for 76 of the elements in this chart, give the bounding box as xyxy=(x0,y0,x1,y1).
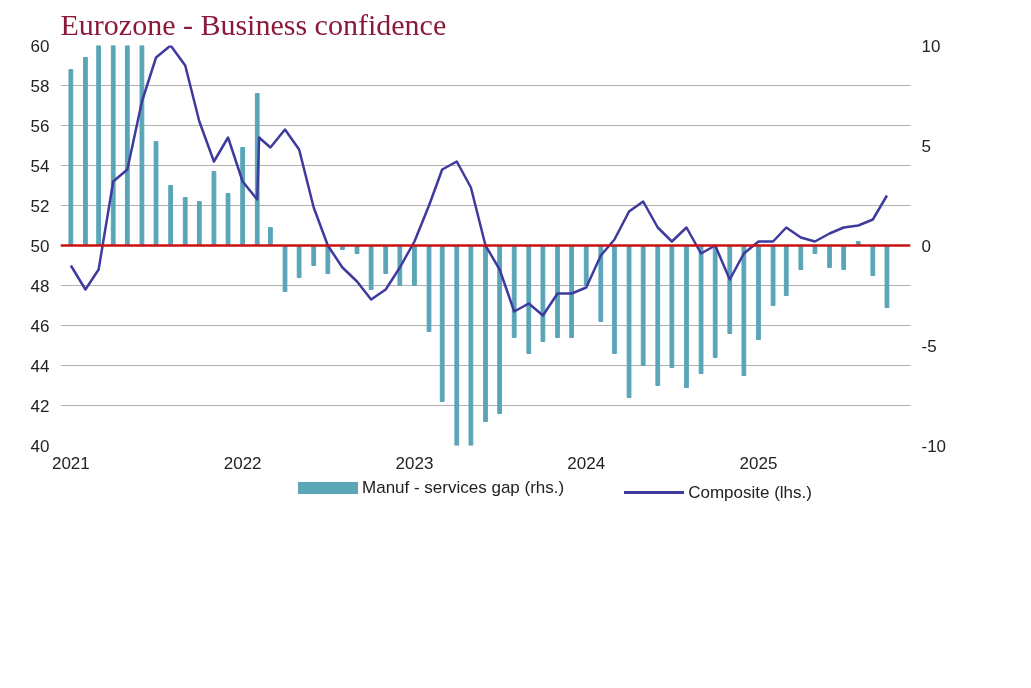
y-tick-label: 56 xyxy=(30,116,50,136)
bar xyxy=(698,245,704,374)
bar xyxy=(555,245,560,338)
bar xyxy=(569,245,575,338)
legend-label: Composite (lhs.) xyxy=(688,481,812,504)
y-tick-label: 60 xyxy=(30,36,50,56)
bar xyxy=(110,45,116,246)
y-tick-label: 50 xyxy=(30,236,50,256)
bar xyxy=(196,201,202,246)
bar xyxy=(153,141,159,246)
bar xyxy=(841,245,847,270)
y2-tick-label: 0 xyxy=(921,236,931,256)
bar xyxy=(182,197,188,246)
bar xyxy=(827,245,832,268)
bar xyxy=(684,245,689,388)
y-tick-label: 48 xyxy=(30,276,50,296)
bar xyxy=(282,245,288,292)
bar xyxy=(383,245,389,274)
bar xyxy=(640,245,646,366)
y-tick-label: 54 xyxy=(30,156,50,176)
bar xyxy=(497,245,502,414)
bar xyxy=(368,245,374,290)
line-series xyxy=(69,45,889,317)
y-tick-label: 58 xyxy=(30,76,50,96)
bar xyxy=(83,57,88,246)
bar xyxy=(139,45,145,246)
bar xyxy=(439,245,445,402)
bar xyxy=(626,245,632,398)
bar xyxy=(612,245,617,354)
bar xyxy=(770,245,776,306)
legend-label: Manuf - services gap (rhs.) xyxy=(362,477,565,499)
bar xyxy=(311,245,317,266)
bar xyxy=(511,245,517,338)
bar xyxy=(655,245,661,386)
bar xyxy=(240,147,246,246)
bar xyxy=(468,245,474,446)
x-tick-label: 2024 xyxy=(567,453,606,473)
y-tick-label: 40 xyxy=(30,436,50,456)
bar xyxy=(756,245,761,340)
bar xyxy=(540,245,546,342)
bar xyxy=(68,69,74,246)
bar xyxy=(96,45,102,246)
bar xyxy=(426,245,432,332)
bar xyxy=(783,245,789,296)
y2-tick-label: 5 xyxy=(921,136,931,156)
x-tick-label: 2022 xyxy=(223,453,262,473)
bar xyxy=(168,185,174,246)
y-tick-label: 44 xyxy=(30,356,50,376)
y2-tick-label: 10 xyxy=(921,36,941,56)
bar xyxy=(798,245,804,270)
bar xyxy=(124,45,130,246)
bar xyxy=(296,245,302,278)
y-tick-label: 52 xyxy=(30,196,50,216)
bar xyxy=(526,245,532,354)
bar xyxy=(598,245,604,322)
x-tick-label: 2023 xyxy=(395,453,434,473)
bar xyxy=(225,193,231,246)
bar xyxy=(211,171,217,246)
y2-tick-label: -5 xyxy=(921,336,937,356)
x-tick-label: 2025 xyxy=(739,453,778,473)
x-tick-label: 2021 xyxy=(51,453,90,473)
bar xyxy=(583,245,589,286)
bar xyxy=(741,245,747,376)
bar xyxy=(454,245,460,446)
bar xyxy=(483,245,488,422)
bar xyxy=(669,245,675,368)
bar xyxy=(870,245,876,276)
bar xyxy=(412,245,417,286)
bar xyxy=(325,245,331,274)
y2-tick-label: -10 xyxy=(921,436,947,456)
bar xyxy=(727,245,733,334)
chart-title: Eurozone - Business confidence xyxy=(60,7,447,41)
y-tick-label: 46 xyxy=(30,316,50,336)
bar xyxy=(712,245,718,358)
y-tick-label: 42 xyxy=(30,396,50,416)
bar xyxy=(884,245,890,308)
